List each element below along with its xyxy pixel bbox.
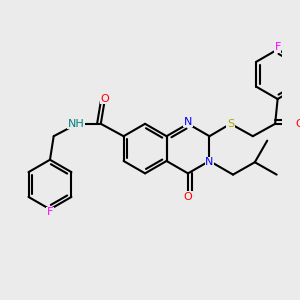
Text: F: F [47,207,53,217]
Text: N: N [184,117,192,127]
Text: O: O [184,192,192,202]
Text: NH: NH [68,119,84,129]
Text: N: N [205,158,214,167]
Text: F: F [274,42,281,52]
Text: S: S [227,119,234,129]
Text: O: O [295,119,300,129]
Text: O: O [100,94,109,104]
